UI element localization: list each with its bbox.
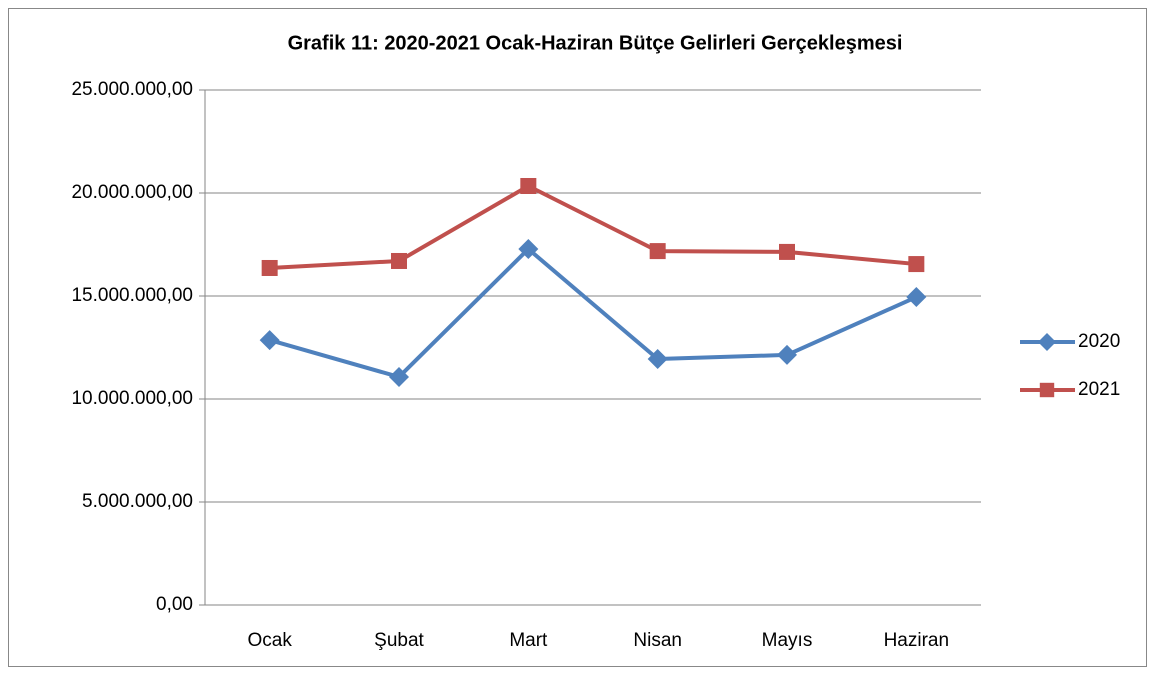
series-line xyxy=(269,183,917,270)
point-marker xyxy=(518,239,539,260)
x-tick-label: Haziran xyxy=(884,630,949,651)
y-tick-label: 25.000.000,00 xyxy=(71,79,193,100)
legend-label: 2020 xyxy=(1078,331,1120,352)
y-tick-label: 5.000.000,00 xyxy=(82,491,193,512)
point-marker xyxy=(779,243,795,260)
legend-label: 2021 xyxy=(1078,379,1120,400)
series-line xyxy=(269,247,918,379)
point-marker xyxy=(261,259,278,276)
y-tick-label: 10.000.000,00 xyxy=(71,388,193,409)
y-tick-label: 15.000.000,00 xyxy=(71,285,193,306)
point-marker xyxy=(777,344,797,365)
legend-swatch-marker xyxy=(1038,333,1056,351)
point-marker xyxy=(259,330,280,351)
x-tick-label: Şubat xyxy=(374,630,424,651)
chart-frame xyxy=(8,8,1147,667)
point-marker xyxy=(647,349,668,370)
x-tick-label: Mart xyxy=(509,630,548,651)
point-marker xyxy=(906,287,927,308)
y-tick-label: 20.000.000,00 xyxy=(71,182,193,203)
x-tick-label: Ocak xyxy=(247,630,292,651)
y-tick-label: 0,00 xyxy=(156,594,193,615)
point-marker xyxy=(908,256,925,273)
point-marker xyxy=(520,177,537,194)
point-marker xyxy=(389,366,409,387)
x-tick-label: Nisan xyxy=(633,630,682,651)
x-tick-label: Mayıs xyxy=(762,630,813,651)
point-marker xyxy=(391,252,407,269)
legend-swatch-marker xyxy=(1039,382,1055,398)
point-marker xyxy=(649,243,666,260)
chart-title: Grafik 11: 2020-2021 Ocak-Haziran Bütçe … xyxy=(288,32,903,54)
